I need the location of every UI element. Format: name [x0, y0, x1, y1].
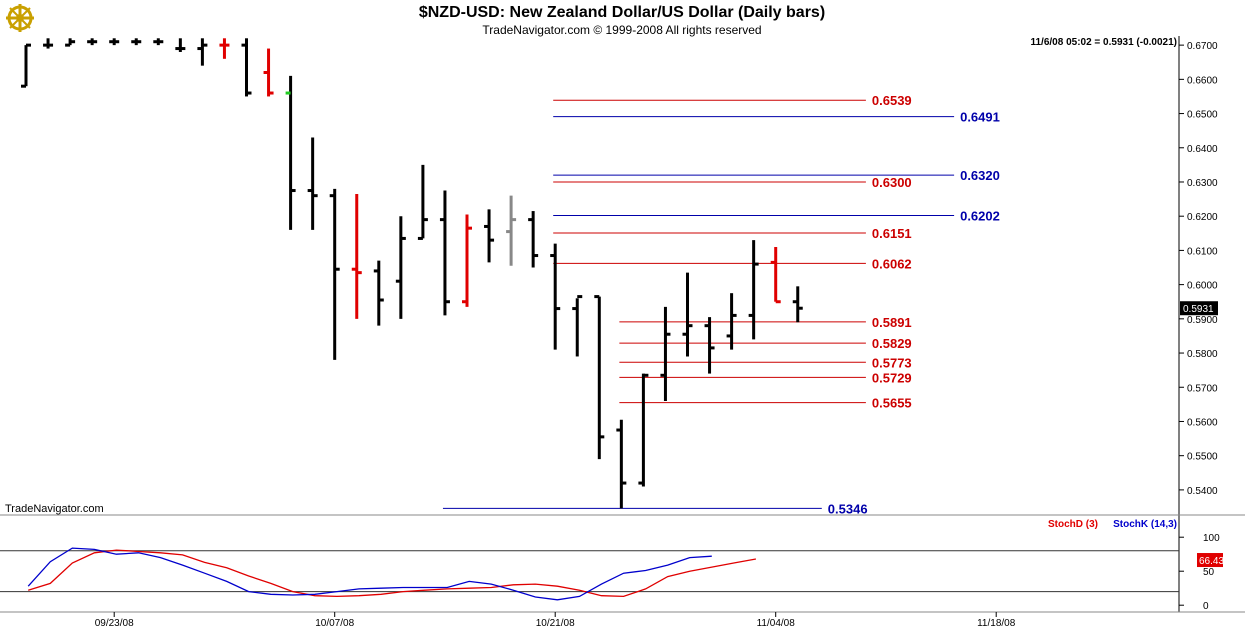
ohlc-bar — [21, 43, 31, 88]
ohlc-bar — [351, 193, 362, 319]
stoch-last-box — [1197, 553, 1223, 568]
ohlc-bar — [770, 246, 781, 304]
price-tick-label: 0.5900 — [1187, 315, 1218, 326]
ohlc-bar — [484, 209, 495, 263]
price-tick-label: 0.5600 — [1187, 417, 1218, 428]
ohlc-bar — [682, 272, 693, 357]
ohlc-bar — [65, 38, 76, 47]
level-label: 0.5773 — [872, 355, 912, 370]
price-tick-label: 0.6700 — [1187, 41, 1218, 52]
ohlc-bar — [329, 188, 340, 360]
ohlc-bar — [726, 293, 737, 350]
ohlc-bar — [175, 38, 186, 52]
ohlc-bar — [462, 214, 472, 307]
ohlc-bar — [616, 419, 627, 509]
price-tick-label: 0.6400 — [1187, 144, 1218, 155]
ohlc-bar — [131, 38, 142, 46]
ohlc-bar — [638, 373, 649, 487]
ohlc-bar — [109, 38, 120, 46]
date-tick-label: 11/18/08 — [977, 618, 1016, 629]
level-label: 0.5829 — [872, 336, 912, 351]
date-tick-label: 11/04/08 — [757, 618, 796, 629]
ohlc-bar — [439, 190, 450, 316]
ohlc-bar — [594, 295, 605, 460]
price-tick-label: 0.6100 — [1187, 246, 1218, 257]
price-tick-label: 0.6600 — [1187, 75, 1218, 86]
chart-title: $NZD-USD: New Zealand Dollar/US Dollar (… — [419, 4, 825, 21]
ohlc-bar — [528, 211, 539, 268]
level-label: 0.6062 — [872, 256, 912, 271]
ohlc-bar — [241, 38, 252, 97]
level-label: 0.5655 — [872, 396, 912, 411]
last-price-tag: 0.5931 — [1180, 301, 1218, 316]
stoch-legend: StochD (3) StochK (14,3) — [1048, 519, 1177, 530]
ohlc-bar — [263, 48, 274, 97]
price-tick-label: 0.5400 — [1187, 486, 1218, 497]
ohlc-bar — [43, 38, 54, 49]
ohlc-bar — [219, 38, 230, 59]
level-label: 0.6151 — [872, 226, 912, 241]
stoch-tick-label: 100 — [1203, 533, 1220, 544]
watermark-text: TradeNavigator.com — [5, 503, 104, 515]
price-tick-label: 0.6200 — [1187, 212, 1218, 223]
stochastic-panel: 100 50 0 66.43 — [0, 533, 1224, 612]
ohlc-bar — [572, 295, 583, 357]
level-label: 0.6491 — [960, 110, 1000, 125]
ohlc-bar — [417, 164, 428, 240]
last-price-box — [1180, 301, 1218, 316]
stoch-series-line — [27, 547, 712, 601]
stoch-last-value: 66.43 — [1199, 556, 1224, 567]
price-tick-label: 0.6300 — [1187, 178, 1218, 189]
level-label: 0.5891 — [872, 315, 912, 330]
ohlc-bar — [395, 216, 406, 319]
ohlc-bar — [197, 38, 208, 66]
ohlc-bar — [704, 317, 715, 374]
ohlc-bar — [506, 195, 517, 266]
ohlc-bar — [792, 286, 803, 323]
ohlc-bar — [748, 240, 759, 340]
date-tick-label: 09/23/08 — [95, 618, 134, 629]
price-tick-label: 0.5500 — [1187, 452, 1218, 463]
price-tick-label: 0.5700 — [1187, 383, 1218, 394]
ohlc-bar — [660, 306, 671, 401]
ohlc-bar — [285, 75, 296, 230]
ohlc-bar — [87, 38, 98, 46]
level-label: 0.5729 — [872, 370, 912, 385]
legend-stochk: StochK (14,3) — [1113, 519, 1177, 530]
stoch-tick-label: 0 — [1203, 601, 1209, 612]
level-label: 0.6300 — [872, 175, 912, 190]
legend-stochd: StochD (3) — [1048, 519, 1098, 530]
level-label: 0.6202 — [960, 209, 1000, 224]
last-price-value: 0.5931 — [1183, 304, 1214, 315]
level-lines: 0.6539 0.6491 0.6320 0.6300 0.6202 0.6151 0.60… — [442, 93, 1000, 516]
ohlc-bar — [153, 38, 164, 46]
date-tick-label: 10/07/08 — [315, 618, 354, 629]
ohlc-bar — [373, 260, 384, 326]
price-bars[interactable] — [21, 38, 803, 509]
date-axis: 09/23/08 10/07/08 10/21/08 11/04/08 11/18/08 — [95, 612, 1016, 629]
price-tick-label: 0.6500 — [1187, 110, 1218, 121]
logo-icon — [6, 4, 34, 32]
price-axis: 0.6700 0.6600 0.6500 0.6400 0.6300 0.6200 0.61… — [1179, 41, 1218, 497]
price-tick-label: 0.5800 — [1187, 349, 1218, 360]
quote-readout: 11/6/08 05:02 = 0.5931 (-0.0021) — [1030, 37, 1177, 48]
level-label: 0.5346 — [828, 501, 868, 516]
copyright-text: TradeNavigator.com © 1999-2008 All right… — [482, 23, 761, 37]
price-tick-label: 0.6000 — [1187, 281, 1218, 292]
ohlc-bar — [307, 137, 318, 230]
date-tick-label: 10/21/08 — [536, 618, 575, 629]
level-label: 0.6320 — [960, 168, 1000, 183]
level-label: 0.6539 — [872, 93, 912, 108]
stoch-tick-label: 50 — [1203, 567, 1215, 578]
ohlc-bar — [550, 243, 561, 350]
frame — [0, 36, 1245, 613]
stoch-series-line — [28, 549, 757, 598]
